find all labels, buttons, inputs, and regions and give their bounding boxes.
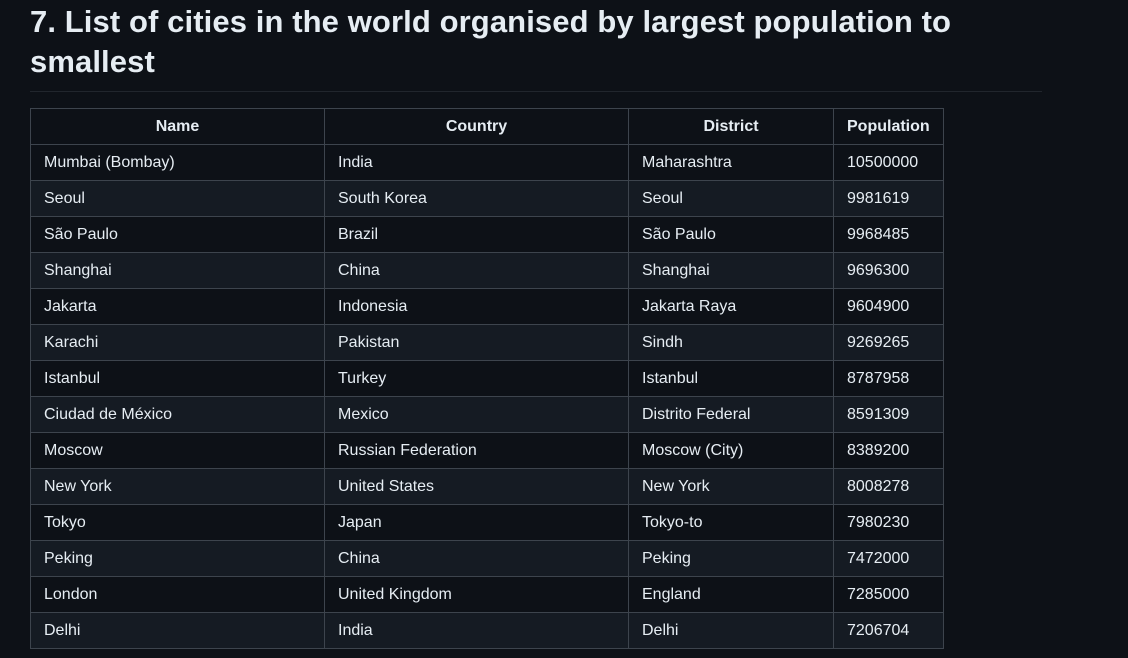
cell-population: 7472000: [833, 540, 944, 577]
cell-district: Moscow (City): [628, 432, 834, 469]
cell-district: São Paulo: [628, 216, 834, 253]
cell-district: Istanbul: [628, 360, 834, 397]
cell-name: Ciudad de México: [30, 396, 325, 433]
table-row: Istanbul Turkey Istanbul 8787958: [30, 360, 944, 397]
table-body: Mumbai (Bombay) India Maharashtra 10500000 S…: [30, 144, 944, 649]
cell-name: Tokyo: [30, 504, 325, 541]
table-row: Tokyo Japan Tokyo-to 7980230: [30, 504, 944, 541]
column-header-population: Population: [833, 108, 944, 145]
cities-table: Name Country District Population Mumbai …: [30, 108, 944, 649]
cell-district: Delhi: [628, 612, 834, 649]
section-heading: 7. List of cities in the world organised…: [30, 4, 952, 79]
cell-name: New York: [30, 468, 325, 505]
cell-population: 7980230: [833, 504, 944, 541]
cell-name: Shanghai: [30, 252, 325, 289]
cell-population: 9269265: [833, 324, 944, 361]
table-row: London United Kingdom England 7285000: [30, 576, 944, 613]
column-header-country: Country: [324, 108, 629, 145]
cell-population: 7285000: [833, 576, 944, 613]
cell-name: Peking: [30, 540, 325, 577]
cell-name: Jakarta: [30, 288, 325, 325]
cell-country: Indonesia: [324, 288, 629, 325]
cell-district: Seoul: [628, 180, 834, 217]
cell-district: Distrito Federal: [628, 396, 834, 433]
cell-population: 7206704: [833, 612, 944, 649]
cell-population: 8787958: [833, 360, 944, 397]
cell-country: India: [324, 612, 629, 649]
cell-population: 8591309: [833, 396, 944, 433]
cell-population: 9604900: [833, 288, 944, 325]
cell-country: Japan: [324, 504, 629, 541]
heading-divider: [30, 91, 1042, 92]
cell-population: 10500000: [833, 144, 944, 181]
table-row: Ciudad de México Mexico Distrito Federal 85…: [30, 396, 944, 433]
cell-district: Maharashtra: [628, 144, 834, 181]
cell-population: 8008278: [833, 468, 944, 505]
cell-country: South Korea: [324, 180, 629, 217]
cell-district: Jakarta Raya: [628, 288, 834, 325]
cell-name: Delhi: [30, 612, 325, 649]
cell-population: 9981619: [833, 180, 944, 217]
cell-name: London: [30, 576, 325, 613]
cell-country: United Kingdom: [324, 576, 629, 613]
cell-name: São Paulo: [30, 216, 325, 253]
column-header-name: Name: [30, 108, 325, 145]
cell-country: India: [324, 144, 629, 181]
table-row: Moscow Russian Federation Moscow (City) 838…: [30, 432, 944, 469]
table-row: Seoul South Korea Seoul 9981619: [30, 180, 944, 217]
cell-population: 8389200: [833, 432, 944, 469]
cell-district: Shanghai: [628, 252, 834, 289]
cell-country: Pakistan: [324, 324, 629, 361]
cell-district: Sindh: [628, 324, 834, 361]
cell-district: Tokyo-to: [628, 504, 834, 541]
cell-district: England: [628, 576, 834, 613]
table-row: Shanghai China Shanghai 9696300: [30, 252, 944, 289]
cell-district: New York: [628, 468, 834, 505]
table-row: Delhi India Delhi 7206704: [30, 612, 944, 649]
cell-country: China: [324, 252, 629, 289]
cell-name: Moscow: [30, 432, 325, 469]
table-header-row: Name Country District Population: [30, 108, 944, 145]
cell-country: United States: [324, 468, 629, 505]
table-row: Peking China Peking 7472000: [30, 540, 944, 577]
cell-country: Brazil: [324, 216, 629, 253]
cell-name: Istanbul: [30, 360, 325, 397]
cell-name: Seoul: [30, 180, 325, 217]
cell-country: China: [324, 540, 629, 577]
cell-population: 9968485: [833, 216, 944, 253]
table-row: São Paulo Brazil São Paulo 9968485: [30, 216, 944, 253]
cell-country: Mexico: [324, 396, 629, 433]
cell-district: Peking: [628, 540, 834, 577]
cell-country: Turkey: [324, 360, 629, 397]
cell-name: Mumbai (Bombay): [30, 144, 325, 181]
table-row: New York United States New York 8008278: [30, 468, 944, 505]
cell-population: 9696300: [833, 252, 944, 289]
column-header-district: District: [628, 108, 834, 145]
table-row: Jakarta Indonesia Jakarta Raya 9604900: [30, 288, 944, 325]
cell-name: Karachi: [30, 324, 325, 361]
table-row: Karachi Pakistan Sindh 9269265: [30, 324, 944, 361]
cell-country: Russian Federation: [324, 432, 629, 469]
table-row: Mumbai (Bombay) India Maharashtra 10500000: [30, 144, 944, 181]
